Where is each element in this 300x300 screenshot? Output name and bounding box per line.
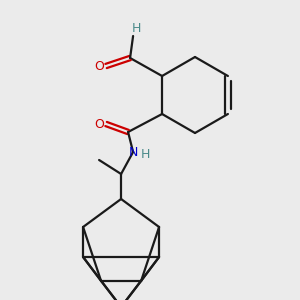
Text: O: O bbox=[94, 118, 104, 130]
Text: N: N bbox=[128, 146, 138, 158]
Text: H: H bbox=[140, 148, 150, 161]
Text: H: H bbox=[131, 22, 141, 34]
Text: O: O bbox=[94, 59, 104, 73]
